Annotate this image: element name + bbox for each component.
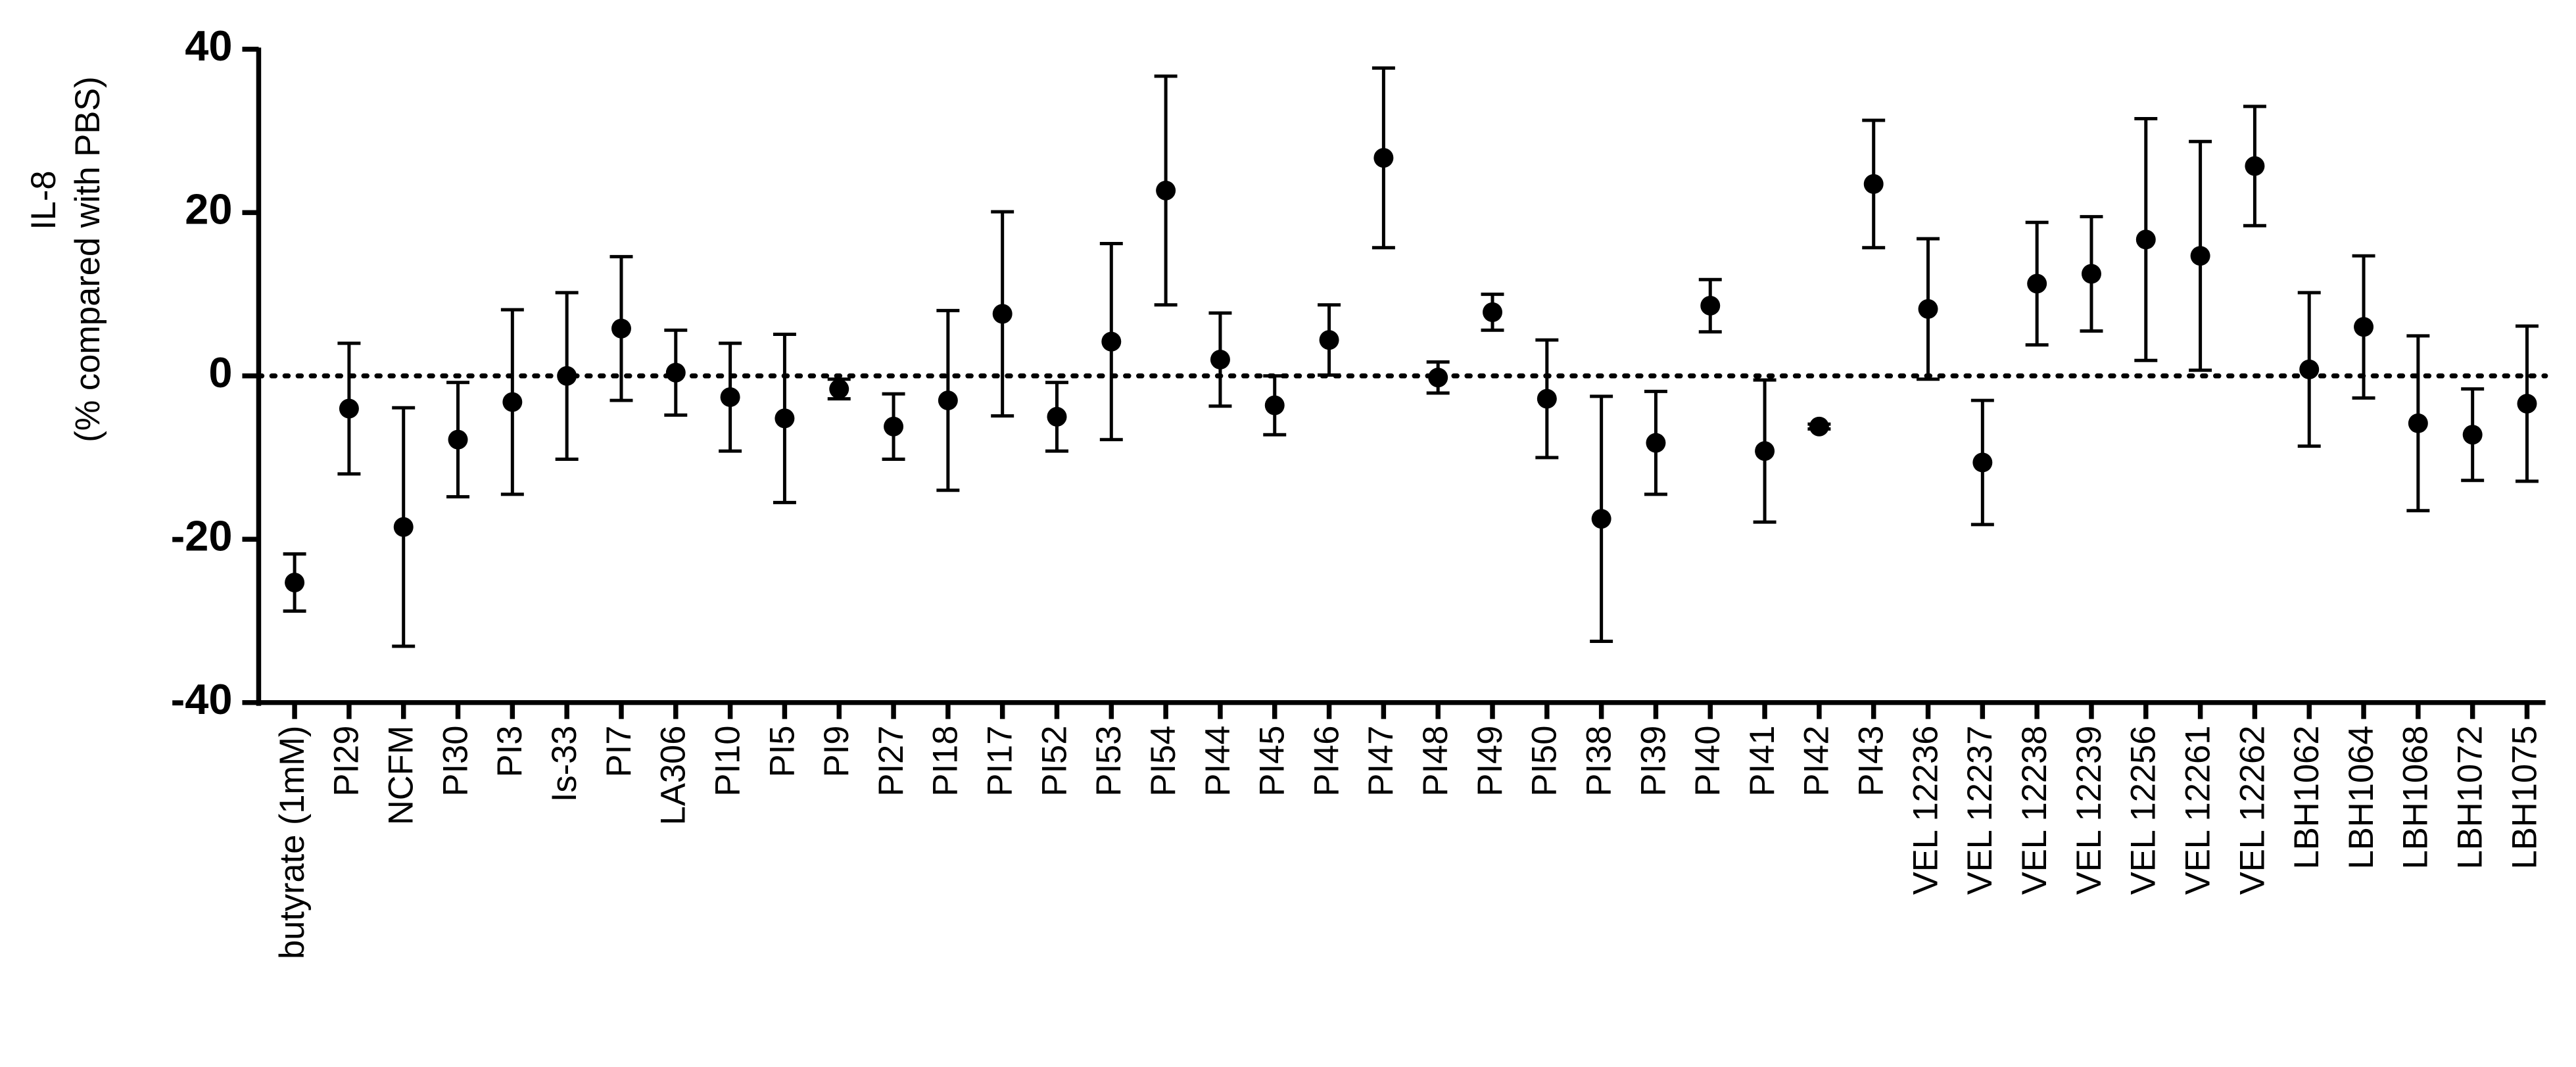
point [557, 366, 577, 386]
x-tick-label: LBH1075 [2506, 726, 2544, 870]
point [2517, 394, 2537, 414]
x-tick-label: PI18 [927, 726, 965, 797]
y-tick-label: -40 [171, 675, 233, 723]
x-tick-label: butyrate (1mM) [274, 726, 312, 959]
point [502, 392, 523, 412]
y-axis-title: IL-8 [25, 170, 63, 229]
x-tick-label: VEL 12239 [2070, 726, 2109, 895]
point [1210, 349, 1230, 369]
point [1591, 509, 1611, 529]
y-tick-label: 40 [185, 22, 232, 70]
x-tick-label: PI39 [1634, 726, 1673, 797]
x-tick-label: LBH1064 [2343, 726, 2381, 870]
point [1373, 148, 1394, 168]
x-tick-label: PI49 [1471, 726, 1510, 797]
x-tick-label: PI10 [709, 726, 747, 797]
x-tick-label: PI46 [1308, 726, 1346, 797]
x-tick-label: PI53 [1090, 726, 1128, 797]
point [2245, 156, 2265, 176]
x-tick-label: PI45 [1254, 726, 1292, 797]
point [665, 362, 686, 383]
point [720, 387, 740, 408]
x-tick-label: PI50 [1526, 726, 1564, 797]
x-tick-label: PI17 [982, 726, 1020, 797]
x-tick-label: NCFM [383, 726, 421, 825]
point [339, 398, 359, 419]
x-tick-label: PI40 [1689, 726, 1727, 797]
point [1319, 330, 1339, 350]
point [2081, 264, 2101, 284]
x-tick-label: PI54 [1145, 726, 1183, 797]
y-tick-label: 0 [208, 348, 232, 396]
point [1483, 302, 1502, 322]
point [1537, 389, 1557, 409]
point [1972, 452, 1993, 473]
x-tick-label: PI29 [328, 726, 366, 797]
x-tick-label: PI3 [491, 726, 529, 778]
point [2190, 246, 2210, 266]
x-tick-label: LBH1062 [2288, 726, 2326, 870]
x-tick-label: VEL 12262 [2233, 726, 2272, 895]
x-tick-label: VEL 12237 [1961, 726, 1999, 895]
point [1156, 180, 1176, 201]
point [1700, 295, 1721, 316]
point [2354, 317, 2374, 337]
x-tick-label: PI52 [1036, 726, 1074, 797]
point [393, 517, 414, 537]
point [992, 304, 1013, 324]
x-tick-label: PI48 [1417, 726, 1455, 797]
point [2299, 359, 2320, 379]
point [1809, 416, 1829, 437]
x-tick-label: LA306 [655, 726, 693, 826]
x-tick-label: PI38 [1580, 726, 1618, 797]
point [829, 379, 849, 399]
x-tick-label: VEL 12238 [2016, 726, 2054, 895]
point [775, 408, 795, 429]
x-tick-label: PI44 [1199, 726, 1237, 797]
x-tick-label: PI7 [600, 726, 638, 778]
point [611, 318, 631, 339]
x-tick-label: VEL 12261 [2179, 726, 2217, 895]
point [2462, 425, 2483, 445]
x-tick-label: Is-33 [546, 726, 584, 803]
point [1428, 368, 1448, 388]
x-tick-label: PI42 [1798, 726, 1836, 797]
y-tick-label: 20 [185, 185, 232, 233]
point [448, 429, 468, 450]
point [2408, 413, 2428, 433]
x-tick-label: VEL 12236 [1907, 726, 1945, 895]
point [1047, 406, 1067, 427]
x-tick-label: LBH1068 [2397, 726, 2435, 870]
x-tick-label: PI27 [872, 726, 911, 797]
point [1863, 174, 1884, 194]
x-tick-label: VEL 12256 [2125, 726, 2163, 895]
point [1755, 441, 1775, 462]
x-tick-label: PI5 [763, 726, 801, 778]
point [2135, 229, 2156, 250]
x-tick-label: PI47 [1362, 726, 1400, 797]
x-tick-label: PI43 [1853, 726, 1891, 797]
x-tick-label: LBH1072 [2452, 726, 2490, 870]
x-tick-label: PI41 [1744, 726, 1782, 797]
point [1918, 298, 1938, 319]
point [938, 391, 958, 411]
point [1101, 331, 1122, 352]
point [1646, 433, 1666, 453]
x-tick-label: PI30 [437, 726, 475, 797]
y-tick-label: -20 [171, 511, 233, 559]
point [1264, 395, 1285, 415]
point [2027, 273, 2047, 294]
y-axis-title: (% compared with PBS) [69, 76, 107, 442]
point [884, 416, 904, 437]
point [285, 573, 305, 593]
x-tick-label: PI9 [818, 726, 856, 778]
